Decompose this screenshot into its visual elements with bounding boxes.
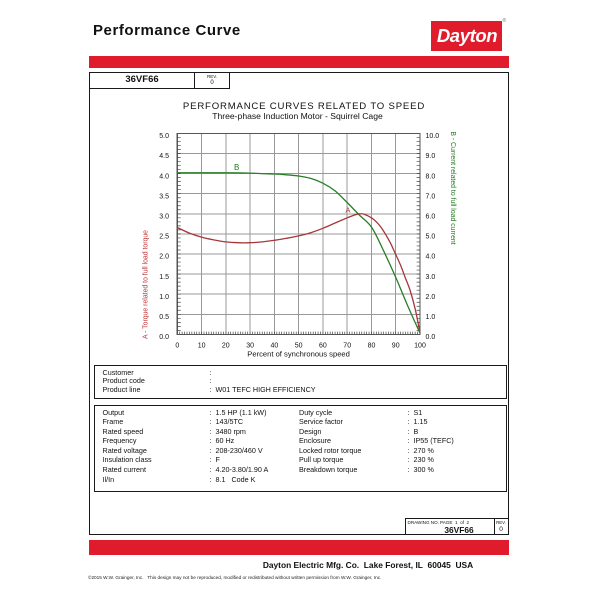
svg-text:4.5: 4.5 — [159, 153, 169, 160]
svg-text:2.0: 2.0 — [426, 294, 436, 301]
svg-text:10: 10 — [198, 343, 206, 350]
svg-text:4.0: 4.0 — [426, 254, 436, 261]
svg-text:0.0: 0.0 — [159, 334, 169, 341]
svg-text:0: 0 — [175, 343, 179, 350]
svg-text:Percent of synchronous speed: Percent of synchronous speed — [247, 350, 350, 359]
svg-text:5.0: 5.0 — [426, 234, 436, 241]
svg-text:60: 60 — [319, 343, 327, 350]
svg-text:90: 90 — [392, 343, 400, 350]
svg-text:50: 50 — [295, 343, 303, 350]
svg-text:A - Torque related to full loa: A - Torque related to full load torque — [143, 230, 150, 339]
svg-text:70: 70 — [343, 343, 351, 350]
svg-text:1.5: 1.5 — [159, 274, 169, 281]
svg-text:4.0: 4.0 — [159, 173, 169, 180]
svg-text:1.0: 1.0 — [159, 294, 169, 301]
svg-text:8.0: 8.0 — [426, 173, 436, 180]
svg-text:A: A — [346, 206, 351, 215]
svg-text:30: 30 — [246, 343, 254, 350]
svg-text:0.0: 0.0 — [426, 334, 436, 341]
svg-text:B - Current related to full lo: B - Current related to full load current — [449, 131, 456, 244]
svg-text:2.5: 2.5 — [159, 234, 169, 241]
svg-text:80: 80 — [368, 343, 376, 350]
svg-text:1.0: 1.0 — [426, 314, 436, 321]
svg-text:5.0: 5.0 — [159, 133, 169, 140]
svg-text:2.0: 2.0 — [159, 254, 169, 261]
svg-text:3.0: 3.0 — [426, 274, 436, 281]
svg-text:100: 100 — [414, 343, 426, 350]
svg-text:6.0: 6.0 — [426, 214, 436, 221]
svg-text:0.5: 0.5 — [159, 314, 169, 321]
svg-text:B: B — [234, 163, 239, 172]
svg-text:9.0: 9.0 — [426, 153, 436, 160]
svg-text:10.0: 10.0 — [426, 133, 440, 140]
svg-text:3.5: 3.5 — [159, 193, 169, 200]
svg-text:40: 40 — [271, 343, 279, 350]
svg-text:7.0: 7.0 — [426, 193, 436, 200]
svg-text:20: 20 — [222, 343, 230, 350]
svg-text:3.0: 3.0 — [159, 214, 169, 221]
